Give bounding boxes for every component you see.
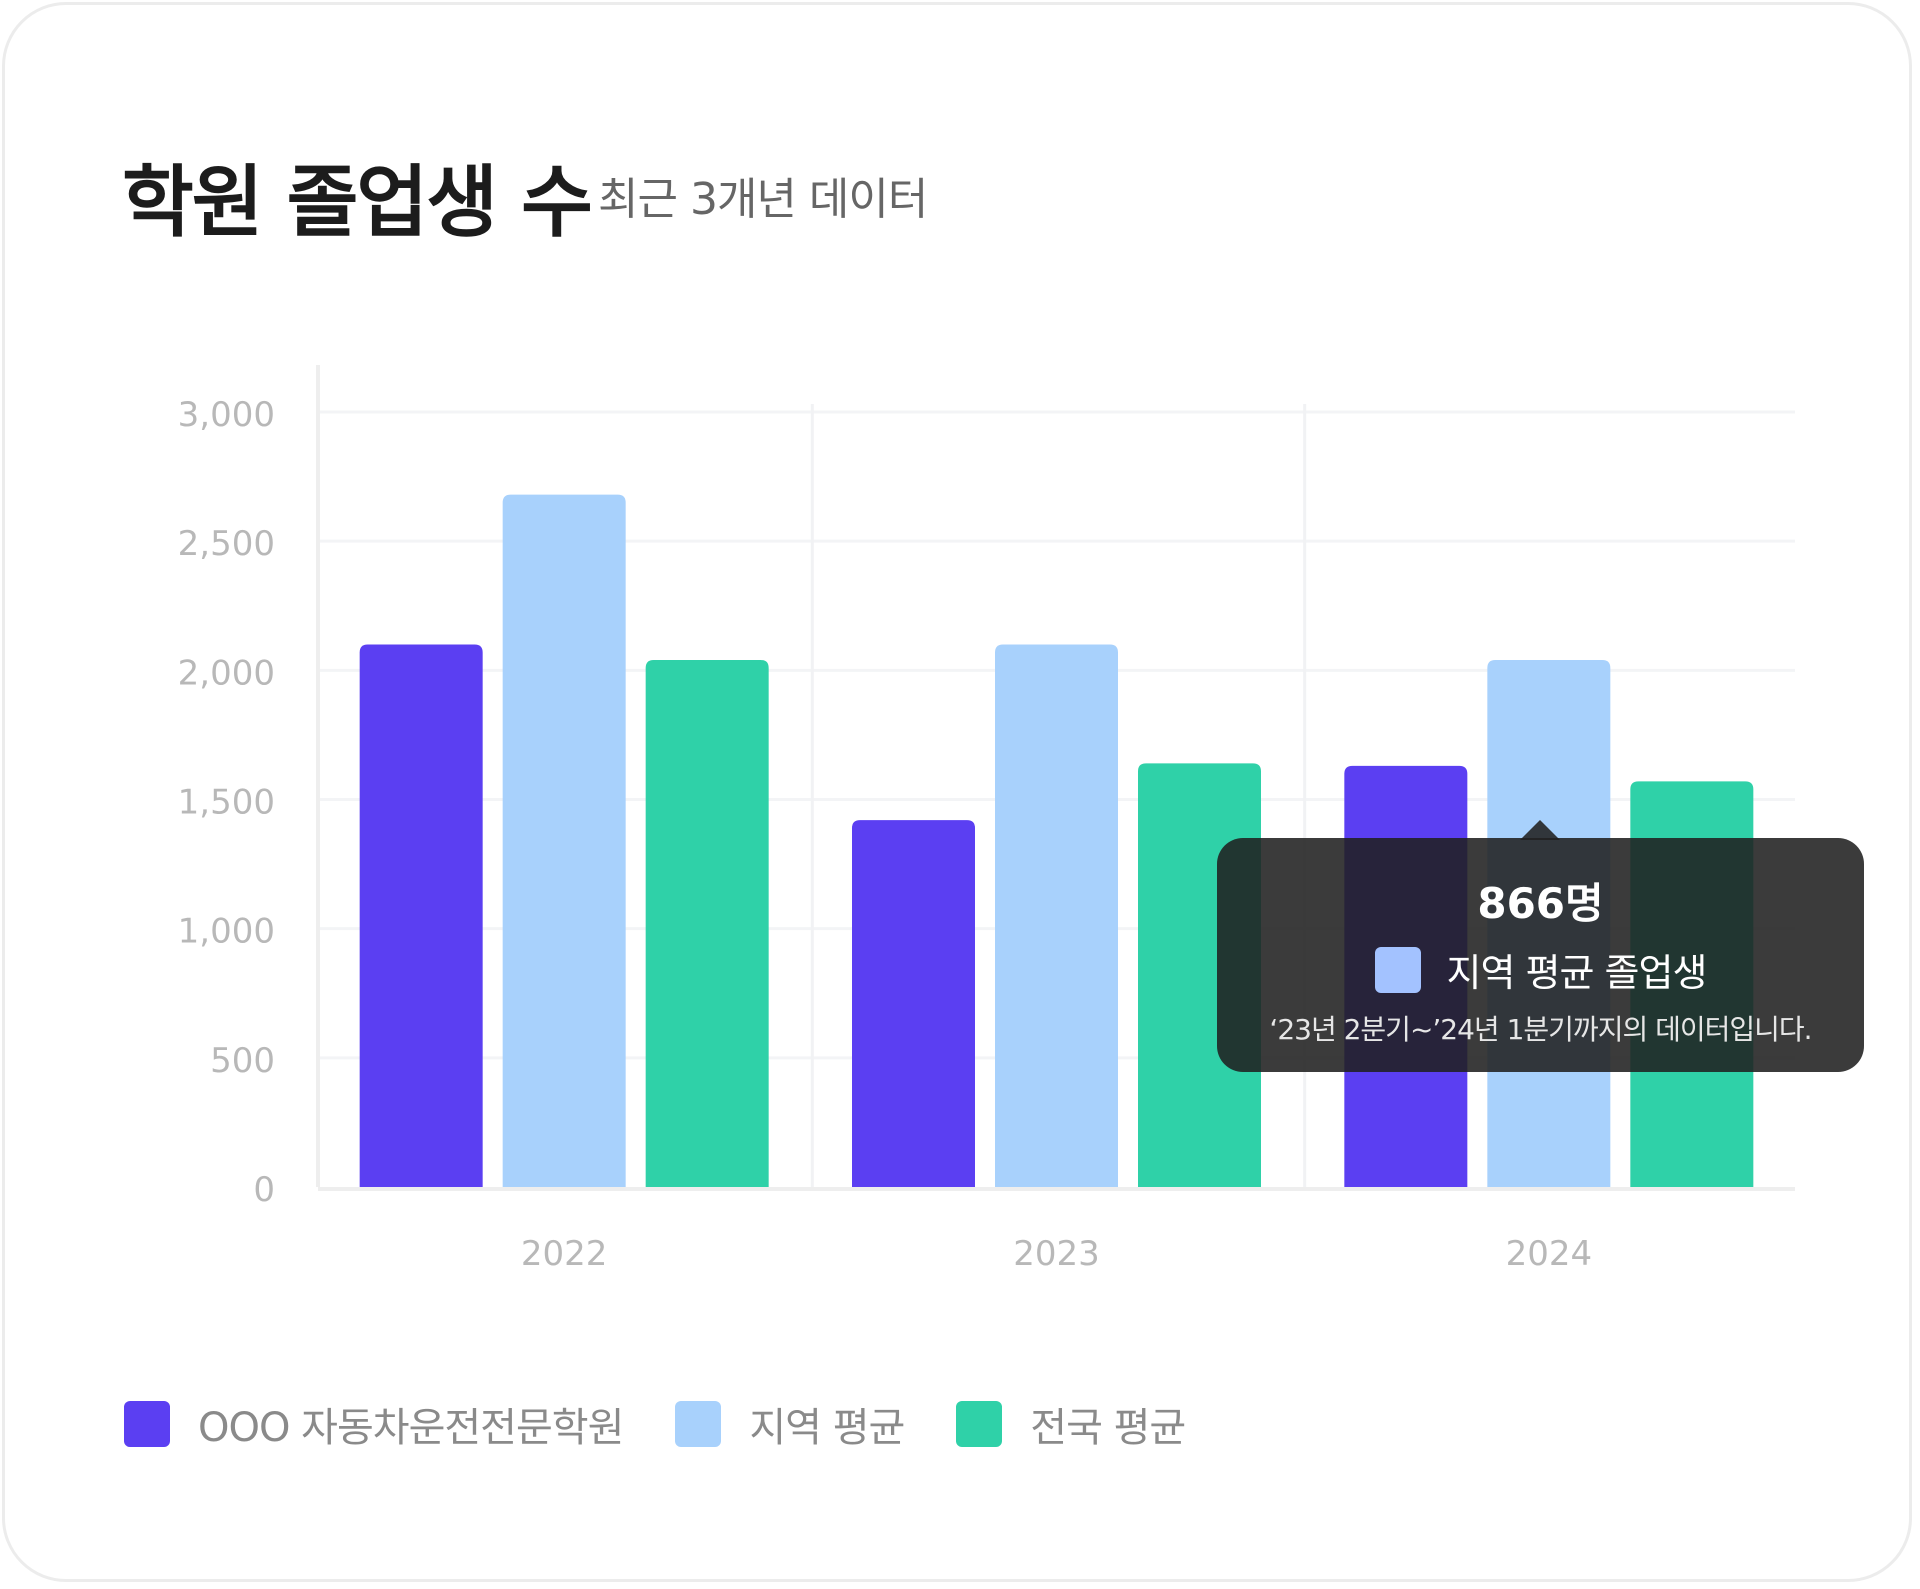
legend-item-regional[interactable]: 지역 평균 [675,1395,905,1453]
tooltip-value: 866명 [1477,879,1604,928]
bar [359,644,483,1187]
legend: OOO 자동차운전전문학원 지역 평균 전국 평균 [124,1395,1237,1453]
legend-label-regional: 지역 평균 [749,1405,905,1451]
y-tick-label: 2,500 [178,524,275,564]
tooltip-series-label: 지역 평균 졸업생 [1446,951,1708,995]
y-tick-label: 500 [210,1041,275,1081]
tooltip-note: ‘23년 2분기~’24년 1분기까지의 데이터입니다. [1269,1013,1812,1046]
legend-item-academy[interactable]: OOO 자동차운전전문학원 [124,1395,624,1453]
bar [645,660,769,1187]
x-tick-label: 2024 [1506,1234,1593,1274]
tooltip: 866명 지역 평균 졸업생 ‘23년 2분기~’24년 1분기까지의 데이터입… [1217,838,1864,1072]
bar [995,644,1118,1187]
tooltip-arrow [1520,820,1560,840]
x-tick-label: 2022 [521,1234,608,1274]
legend-item-national[interactable]: 전국 평균 [956,1395,1186,1453]
legend-label-national: 전국 평균 [1030,1405,1186,1451]
chart-title: 학원 졸업생 수 [122,158,593,248]
legend-label-academy: OOO 자동차운전전문학원 [198,1405,624,1451]
y-tick-label: 2,000 [178,653,275,693]
y-tick-label: 1,000 [178,912,275,952]
y-tick-label: 0 [253,1170,275,1210]
legend-swatch-regional [675,1401,722,1447]
chart-subtitle: 최근 3개년 데이터 [598,174,928,225]
y-tick-label: 3,000 [178,395,275,435]
legend-swatch-national [956,1401,1003,1447]
y-tick-label: 1,500 [178,783,275,823]
bar [502,494,626,1188]
tooltip-series-row: 지역 평균 졸업생 [1217,942,1864,997]
bar [852,820,975,1187]
legend-swatch-academy [124,1401,170,1447]
tooltip-swatch [1374,946,1421,993]
x-tick-label: 2023 [1013,1234,1100,1274]
